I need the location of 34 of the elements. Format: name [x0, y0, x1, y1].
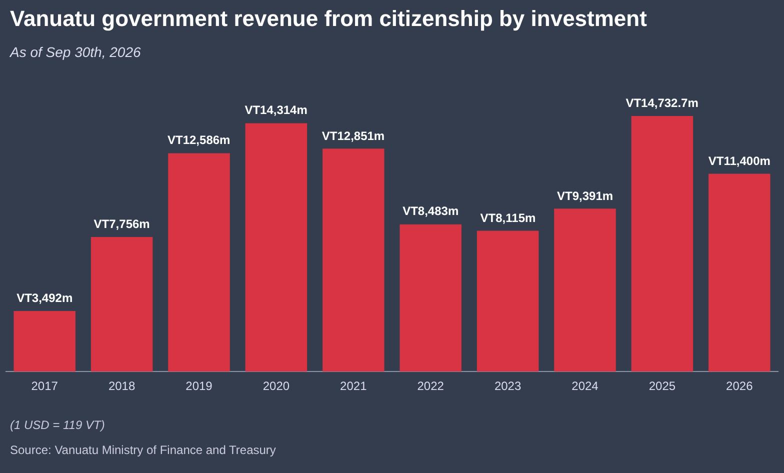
chart-title: Vanuatu government revenue from citizenship by investment — [10, 6, 647, 32]
data-label: VT14,314m — [244, 103, 308, 118]
data-label: VT3,492m — [16, 291, 73, 305]
bar — [708, 174, 770, 372]
bar — [322, 148, 384, 372]
x-tick-label: 2021 — [340, 379, 368, 394]
x-tick-label: 2022 — [417, 379, 444, 394]
bar — [476, 230, 539, 372]
x-tick-label: 2025 — [648, 379, 676, 394]
x-tick-label: 2024 — [572, 379, 599, 394]
x-tick-label: 2017 — [31, 379, 58, 394]
data-label: VT8,483m — [402, 204, 459, 218]
x-tick-label: 2020 — [262, 379, 290, 394]
x-tick-label: 2018 — [108, 379, 136, 394]
bar — [245, 123, 308, 372]
data-label: VT12,586m — [168, 133, 230, 148]
bar — [554, 208, 616, 372]
bar — [168, 153, 230, 372]
bar — [90, 237, 153, 372]
data-label: VT14,732.7m — [626, 96, 698, 110]
source-note: Source: Vanuatu Ministry of Finance and Treasury — [10, 443, 276, 457]
data-label: VT8,115m — [480, 210, 536, 225]
bar — [14, 311, 76, 372]
chart-subtitle: As of Sep 30th, 2026 — [10, 44, 141, 60]
data-label: VT7,756m — [94, 217, 150, 232]
bar — [400, 224, 462, 372]
text: (1 USD = 119 VT) — [10, 418, 106, 432]
data-label: VT12,851m — [322, 128, 385, 143]
x-tick-label: 2019 — [186, 379, 213, 394]
data-label: VT11,400m — [708, 154, 770, 168]
data-label: VT9,391m — [557, 188, 614, 203]
x-tick-label: 2026 — [726, 379, 754, 394]
bar — [631, 116, 694, 372]
x-tick-label: 2023 — [494, 379, 522, 394]
